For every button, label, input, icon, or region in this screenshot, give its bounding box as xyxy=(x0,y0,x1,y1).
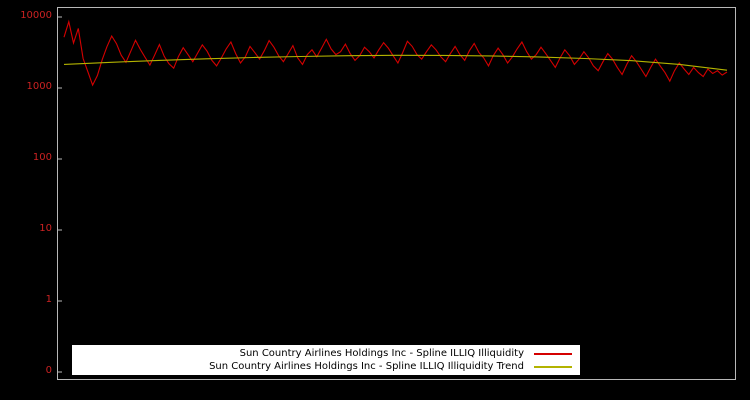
y-tick-label: 0 xyxy=(45,365,52,376)
series-illiq-line xyxy=(63,19,728,87)
y-tick-label: 100 xyxy=(32,152,52,163)
series-trend-line xyxy=(63,54,728,71)
legend-label: Sun Country Airlines Holdings Inc - Spli… xyxy=(239,348,524,359)
chart-frame: Sun Country Airlines Holdings Inc - Spli… xyxy=(57,7,736,380)
y-tick-label: 1000 xyxy=(26,81,52,92)
legend-row: Sun Country Airlines Holdings Inc - Spli… xyxy=(80,347,572,360)
legend-row: Sun Country Airlines Holdings Inc - Spli… xyxy=(80,360,572,373)
legend-label: Sun Country Airlines Holdings Inc - Spli… xyxy=(209,361,524,372)
plot-svg xyxy=(58,16,728,373)
y-tick-label: 10 xyxy=(39,223,52,234)
legend: Sun Country Airlines Holdings Inc - Spli… xyxy=(72,345,580,375)
y-tick-label: 10000 xyxy=(20,10,52,21)
legend-line-swatch xyxy=(534,352,572,355)
legend-line-swatch xyxy=(534,365,572,368)
y-tick-label: 1 xyxy=(45,294,52,305)
